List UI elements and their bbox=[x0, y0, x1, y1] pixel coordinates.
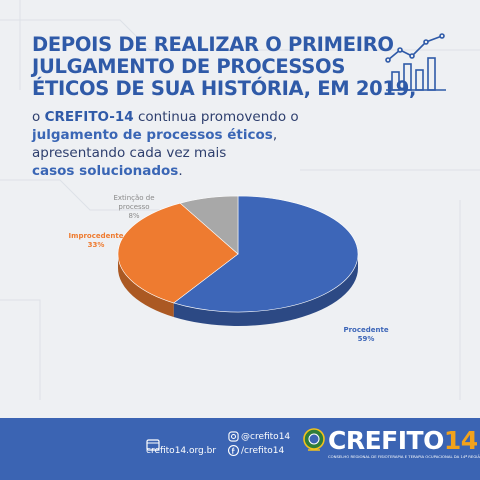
pie-side-improcedente bbox=[118, 254, 174, 317]
logo-subtitle: CONSELHO REGIONAL DE FISIOTERAPIA E TERA… bbox=[328, 454, 480, 459]
pie-slice-improcedente bbox=[117, 202, 239, 304]
logo-main-text: CREFITO bbox=[328, 426, 444, 455]
subtitle-line-3: apresentando cada vez mais bbox=[32, 145, 227, 161]
pie-label-extincao-de-processo: Extinção de processo 8% bbox=[113, 194, 154, 220]
subtitle-text-2: continua promovendo o bbox=[133, 109, 299, 125]
headline-line-2: JULGAMENTO DE PROCESSOS bbox=[32, 55, 346, 78]
brand-logo: CREFITO14 bbox=[328, 426, 478, 455]
website-link[interactable]: crefito14.org.br bbox=[146, 446, 217, 456]
pie-slice-extincao-de-processo bbox=[179, 195, 239, 255]
pie-side-procedente bbox=[173, 254, 358, 326]
subtitle-comma: , bbox=[272, 127, 278, 143]
headline: DEPOIS DE REALIZAR O PRIMEIRO JULGAMENTO… bbox=[32, 33, 417, 100]
instagram-icon bbox=[228, 431, 239, 442]
pie-label-improcedente: Improcedente 33% bbox=[69, 232, 124, 249]
footer-bar bbox=[0, 418, 480, 480]
facebook-icon bbox=[228, 445, 239, 456]
pie-label-procedente: Procedente 59% bbox=[343, 326, 388, 343]
subtitle-bold-2: casos solucionados bbox=[32, 163, 179, 179]
logo-number: 14 bbox=[443, 426, 478, 455]
pie-slice-procedente bbox=[173, 195, 359, 313]
headline-line-1: DEPOIS DE REALIZAR O PRIMEIRO bbox=[32, 33, 394, 56]
website-icon bbox=[146, 439, 160, 451]
subtitle-period: . bbox=[178, 163, 183, 179]
headline-line-3: ÉTICOS DE SUA HISTÓRIA, EM 2019, bbox=[32, 77, 417, 100]
pie-chart: Procedente 59% Improcedente 33% Extinção de p… bbox=[69, 194, 389, 343]
subtitle-bold-1: julgamento de processos éticos bbox=[32, 127, 273, 143]
subtitle-brand: CREFITO-14 bbox=[44, 109, 134, 125]
facebook-handle[interactable]: /crefito14 bbox=[241, 446, 285, 456]
instagram-handle[interactable]: @crefito14 bbox=[241, 432, 291, 442]
subtitle: o CREFITO-14 continua promovendo o julga… bbox=[32, 108, 352, 180]
bar-chart-trend-icon bbox=[385, 33, 446, 91]
subtitle-text-1: o bbox=[32, 109, 45, 125]
crest-icon bbox=[303, 428, 325, 451]
